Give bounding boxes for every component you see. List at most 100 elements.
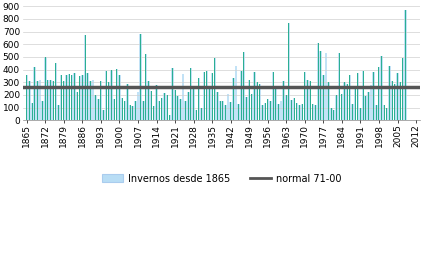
Bar [240, 71, 243, 120]
Bar [227, 94, 229, 120]
Bar [285, 95, 287, 120]
Bar [166, 95, 168, 120]
Bar [195, 110, 198, 120]
Bar [330, 108, 332, 120]
Bar [185, 101, 186, 120]
Bar [367, 92, 370, 120]
Bar [184, 101, 187, 120]
Bar [312, 104, 314, 120]
Bar [328, 82, 329, 120]
Bar [81, 75, 84, 120]
Bar [84, 35, 86, 120]
Bar [257, 82, 258, 120]
Bar [55, 63, 57, 120]
Bar [135, 101, 136, 120]
Bar [229, 102, 232, 120]
Bar [346, 84, 349, 120]
Bar [393, 84, 396, 120]
Bar [380, 56, 383, 120]
Bar [322, 75, 325, 120]
Bar [196, 110, 197, 120]
Bar [249, 80, 250, 120]
Bar [310, 81, 311, 120]
Bar [235, 66, 237, 120]
Bar [376, 105, 377, 120]
Bar [174, 90, 176, 120]
Bar [145, 54, 146, 120]
Bar [383, 105, 385, 120]
Bar [169, 115, 170, 120]
Bar [261, 105, 264, 120]
Bar [351, 104, 354, 120]
Bar [211, 73, 213, 120]
Bar [384, 105, 385, 120]
Bar [108, 82, 110, 120]
Bar [339, 53, 340, 120]
Bar [172, 68, 173, 120]
Bar [47, 80, 48, 120]
Bar [331, 108, 332, 120]
Bar [168, 115, 171, 120]
Bar [86, 73, 89, 120]
Bar [402, 58, 403, 120]
Bar [221, 101, 224, 120]
Bar [301, 104, 304, 120]
Bar [183, 74, 184, 120]
Bar [192, 89, 195, 120]
Bar [228, 94, 229, 120]
Bar [298, 105, 301, 120]
Bar [95, 95, 97, 120]
Bar [391, 81, 393, 120]
Bar [362, 71, 364, 120]
Bar [245, 97, 248, 120]
Bar [111, 70, 112, 120]
Bar [283, 81, 284, 120]
Bar [256, 82, 258, 120]
Bar [34, 67, 35, 120]
Bar [53, 81, 54, 120]
Bar [262, 105, 263, 120]
Bar [354, 86, 356, 120]
Bar [90, 81, 91, 120]
Bar [65, 75, 68, 120]
Bar [92, 80, 94, 120]
Bar [286, 95, 287, 120]
Bar [349, 75, 350, 120]
Bar [79, 76, 80, 120]
Bar [334, 110, 335, 120]
Bar [230, 102, 231, 120]
Bar [198, 78, 200, 120]
Bar [124, 101, 125, 120]
Bar [102, 110, 105, 120]
Bar [116, 69, 117, 120]
Bar [293, 98, 296, 120]
Bar [259, 84, 261, 120]
Bar [143, 101, 144, 120]
Bar [110, 70, 113, 120]
Bar [237, 104, 240, 120]
Bar [254, 72, 255, 120]
Bar [320, 51, 321, 120]
Bar [235, 66, 237, 120]
Bar [206, 71, 208, 120]
Bar [340, 94, 343, 120]
Bar [58, 105, 59, 120]
Bar [307, 80, 308, 120]
Bar [70, 75, 73, 120]
Bar [270, 101, 271, 120]
Bar [317, 43, 319, 120]
Bar [296, 102, 298, 120]
Bar [397, 73, 398, 120]
Bar [314, 105, 317, 120]
Bar [106, 71, 107, 120]
Bar [296, 102, 297, 120]
Bar [208, 87, 211, 120]
Bar [319, 51, 322, 120]
Bar [50, 80, 51, 120]
Bar [399, 82, 402, 120]
Bar [39, 80, 41, 120]
Bar [222, 101, 223, 120]
Bar [389, 66, 390, 120]
Bar [375, 105, 377, 120]
Bar [209, 87, 210, 120]
